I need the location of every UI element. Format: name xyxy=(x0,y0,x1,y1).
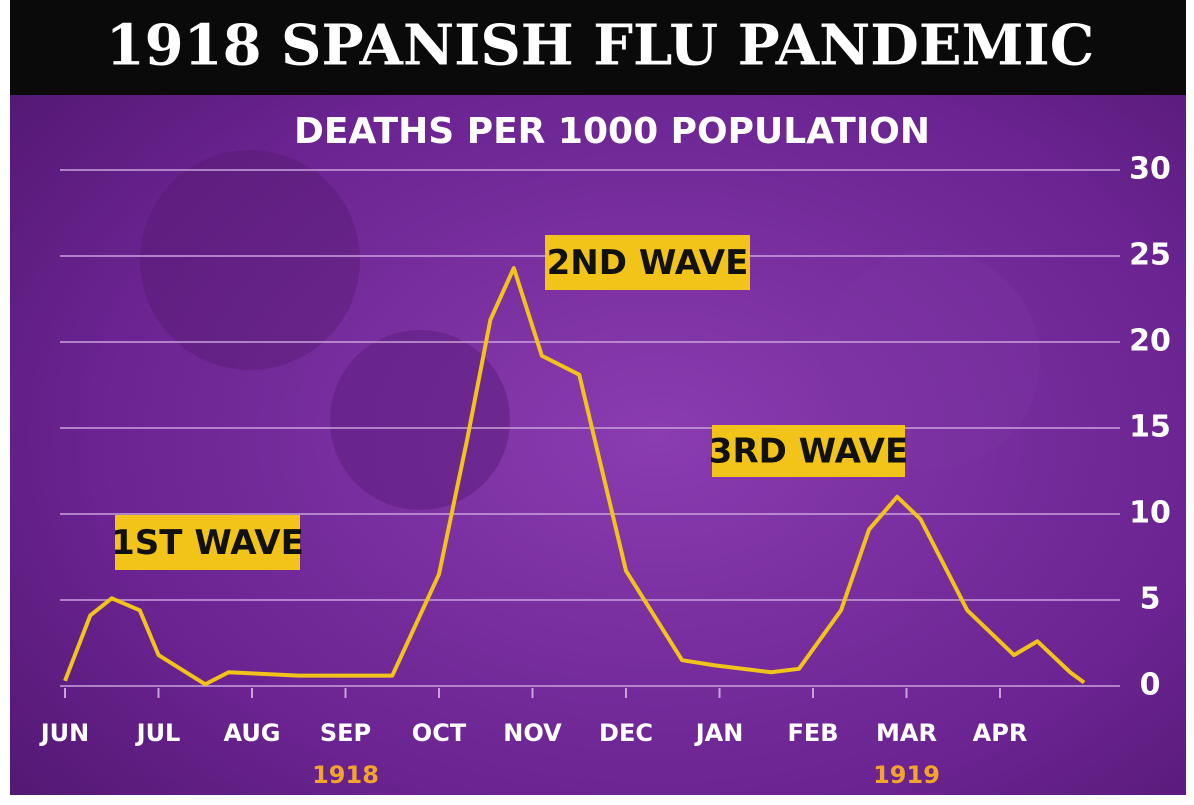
y-tick-label: 5 xyxy=(1140,582,1161,617)
x-tick-label: JAN xyxy=(694,719,744,747)
x-tick-label: DEC xyxy=(599,719,653,747)
y-tick-label: 30 xyxy=(1129,152,1171,187)
x-tick-label: SEP xyxy=(320,719,371,747)
chart-subtitle: DEATHS PER 1000 POPULATION xyxy=(294,111,930,152)
x-tick-label: JUN xyxy=(39,719,90,747)
y-tick-label: 25 xyxy=(1129,238,1171,273)
x-tick-label: MAR xyxy=(876,719,937,747)
annotation-box xyxy=(115,515,300,570)
annotation-box xyxy=(712,425,905,477)
decor xyxy=(820,250,1040,470)
annotation: 3RD WAVE xyxy=(709,432,908,472)
title-bar xyxy=(10,0,1186,95)
x-tick-label: OCT xyxy=(412,719,467,747)
annotation-box xyxy=(545,235,750,290)
decor xyxy=(330,330,510,510)
background xyxy=(10,0,1186,795)
x-tick-label: JUL xyxy=(135,719,181,747)
year-label: 1918 xyxy=(312,761,379,789)
annotation: 2ND WAVE xyxy=(547,243,749,283)
y-tick-label: 15 xyxy=(1129,410,1171,445)
x-tick-label: FEB xyxy=(787,719,838,747)
x-tick-label: NOV xyxy=(503,719,562,747)
y-tick-label: 10 xyxy=(1129,496,1171,531)
chart-title: 1918 SPANISH FLU PANDEMIC xyxy=(106,13,1095,79)
decor xyxy=(140,150,360,370)
y-tick-label: 20 xyxy=(1129,324,1171,359)
data-line xyxy=(63,266,1086,687)
x-tick-label: APR xyxy=(973,719,1028,747)
annotation: 1ST WAVE xyxy=(111,523,304,563)
x-tick-label: AUG xyxy=(223,719,280,747)
year-label: 1919 xyxy=(873,761,940,789)
y-tick-label: 0 xyxy=(1140,668,1161,703)
